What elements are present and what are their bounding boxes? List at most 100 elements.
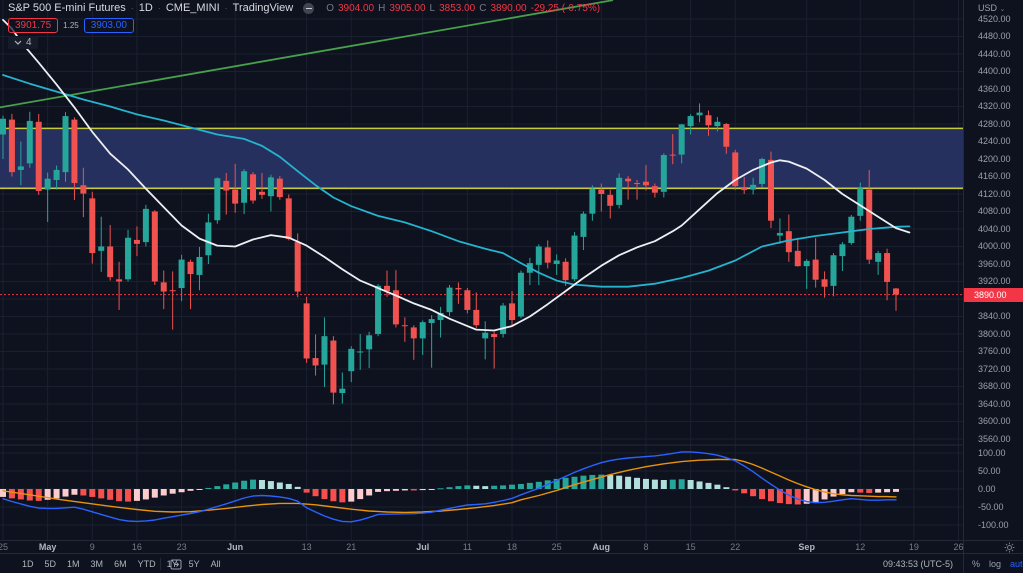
- indicator-tick-label: -50.00: [978, 502, 1004, 512]
- time-tick-label: 13: [301, 542, 312, 552]
- close-label: C: [479, 2, 487, 14]
- price-tick-label: 4040.00: [978, 223, 1011, 234]
- spread-value: 1.25: [63, 20, 79, 30]
- range-button-3m[interactable]: 3M: [90, 559, 104, 569]
- low-value: 3853.00: [439, 2, 476, 14]
- low-label: L: [429, 2, 436, 14]
- scale-buttons: % log auto: [963, 554, 1023, 573]
- price-tick-label: 3720.00: [978, 363, 1011, 374]
- exchange-label[interactable]: CME_MINI: [165, 2, 220, 14]
- price-tick-label: 3920.00: [978, 276, 1011, 287]
- symbol-title[interactable]: S&P 500 E-mini Futures: [8, 2, 126, 14]
- candles-layer: [0, 103, 899, 405]
- price-tick-label: 4160.00: [978, 171, 1011, 182]
- change-value: -29.25 (-0.75%): [530, 2, 601, 14]
- open-value: 3904.00: [337, 2, 375, 14]
- auto-scale-button[interactable]: auto: [1010, 559, 1023, 569]
- range-button-5y[interactable]: 5Y: [188, 559, 200, 569]
- currency-label: USD: [978, 3, 998, 13]
- range-button-1m[interactable]: 1M: [67, 559, 80, 569]
- high-label: H: [378, 2, 386, 14]
- time-tick-label: 8: [643, 542, 649, 552]
- time-tick-label: 22: [730, 542, 741, 552]
- time-tick-label: 12: [855, 542, 866, 552]
- price-tick-label: 4080.00: [978, 206, 1011, 217]
- time-tick-label: Sep: [798, 542, 815, 552]
- indicator-tick-label: 0.00: [978, 484, 996, 494]
- price-tick-label: 4480.00: [978, 31, 1011, 42]
- price-tick-label: 4520.00: [978, 13, 1011, 24]
- time-axis[interactable]: 25 May 9 16 23 Jun 13 21 Jul 11 18 25 Aug 8 15 22 Sep 12 1…: [0, 540, 964, 553]
- macd-line: [2, 451, 897, 523]
- grid-layer: [0, 0, 963, 540]
- toolbar-divider: [160, 558, 161, 570]
- price-tick-label: 3640.00: [978, 398, 1011, 409]
- legend-collapse-icon[interactable]: [303, 2, 315, 14]
- price-tick-label: 3960.00: [978, 258, 1011, 269]
- time-tick-label: 18: [506, 542, 518, 552]
- trendline[interactable]: [0, 0, 614, 109]
- ohlc-readout: O 3904.00 H 3905.00 L 3853.00 C 3890.00 -29.…: [326, 3, 600, 14]
- separator-dot: ·: [224, 3, 228, 13]
- interval-label[interactable]: 1D: [138, 2, 153, 14]
- price-tick-label: 3840.00: [978, 311, 1011, 322]
- time-tick-label: May: [38, 542, 57, 552]
- time-tick-label: 25: [551, 542, 562, 552]
- separator-dot: ·: [130, 3, 134, 13]
- indicator-tick-label: 50.00: [978, 466, 1001, 476]
- sell-button[interactable]: 3901.75: [8, 17, 59, 33]
- time-tick-label: 11: [462, 542, 473, 552]
- separator-dot: ·: [157, 3, 161, 13]
- time-tick-label: 16: [131, 542, 142, 552]
- time-tick-label: 23: [176, 542, 187, 552]
- axis-settings-corner[interactable]: [963, 540, 1023, 553]
- time-tick-label: Jul: [416, 542, 430, 552]
- price-tick-label: 4320.00: [978, 101, 1011, 112]
- open-label: O: [326, 2, 334, 14]
- price-tick-label: 3560.00: [978, 433, 1011, 444]
- fast-ma-line: [2, 19, 911, 332]
- price-tick-label: 3600.00: [978, 416, 1011, 427]
- date-range-switcher: 1D 5D 1M 3M 6M YTD 1Y 5Y All: [22, 554, 221, 573]
- time-tick-label: 19: [908, 542, 919, 552]
- price-tick-label: 4440.00: [978, 48, 1011, 59]
- go-to-date-icon[interactable]: [170, 558, 182, 572]
- time-tick-label: 25: [0, 542, 9, 552]
- range-button-6m[interactable]: 6M: [114, 559, 127, 569]
- macd-signal-line: [2, 458, 897, 514]
- main-chart[interactable]: [0, 0, 963, 540]
- close-value: 3890.00: [490, 2, 527, 14]
- brand-label: TradingView: [232, 2, 294, 14]
- session-clock[interactable]: 09:43:53 (UTC-5): [882, 559, 953, 569]
- indicator-tick-label: 100.00: [978, 448, 1006, 458]
- price-tick-label: 4200.00: [978, 153, 1011, 164]
- buy-button[interactable]: 3903.00: [83, 17, 134, 33]
- bottom-toolbar: 1D 5D 1M 3M 6M YTD 1Y 5Y All 09:43:53 (UTC-5) % …: [0, 553, 1023, 573]
- high-value: 3905.00: [389, 2, 426, 14]
- symbol-legend-row: S&P 500 E-mini Futures · 1D · CME_MINI ·…: [8, 1, 600, 15]
- indicator-tick-label: -100.00: [978, 520, 1009, 530]
- currency-selector[interactable]: USD ⌄: [964, 3, 1023, 13]
- price-tick-label: 3680.00: [978, 381, 1011, 392]
- chevron-down-icon: [14, 40, 22, 45]
- price-tick-label: 3760.00: [978, 346, 1011, 357]
- percent-scale-button[interactable]: %: [972, 559, 981, 569]
- last-price-badge: 3890.00: [964, 287, 1023, 302]
- indicators-collapsed-pill[interactable]: 4: [8, 36, 38, 49]
- range-button-all[interactable]: All: [210, 559, 221, 569]
- range-button-ytd[interactable]: YTD: [137, 559, 156, 569]
- range-button-1y[interactable]: 1Y: [166, 559, 178, 569]
- legend: S&P 500 E-mini Futures · 1D · CME_MINI ·…: [8, 0, 600, 50]
- bid-ask-widget: 3901.75 1.25 3903.00: [8, 17, 600, 33]
- time-tick-label: 15: [685, 542, 696, 552]
- gear-icon[interactable]: [1004, 542, 1015, 553]
- price-tick-label: 4240.00: [978, 136, 1011, 147]
- price-zone-rectangle[interactable]: [0, 128, 963, 189]
- range-button-5d[interactable]: 5D: [44, 559, 57, 569]
- range-button-1d[interactable]: 1D: [22, 559, 34, 569]
- indicator-count: 4: [26, 37, 32, 48]
- price-tick-label: 4280.00: [978, 118, 1011, 129]
- price-axis[interactable]: USD ⌄ 3890.00 4520.00 4480.00 4440.00 4400.…: [963, 0, 1023, 540]
- log-scale-button[interactable]: log: [989, 559, 1002, 569]
- price-tick-label: 3800.00: [978, 328, 1011, 339]
